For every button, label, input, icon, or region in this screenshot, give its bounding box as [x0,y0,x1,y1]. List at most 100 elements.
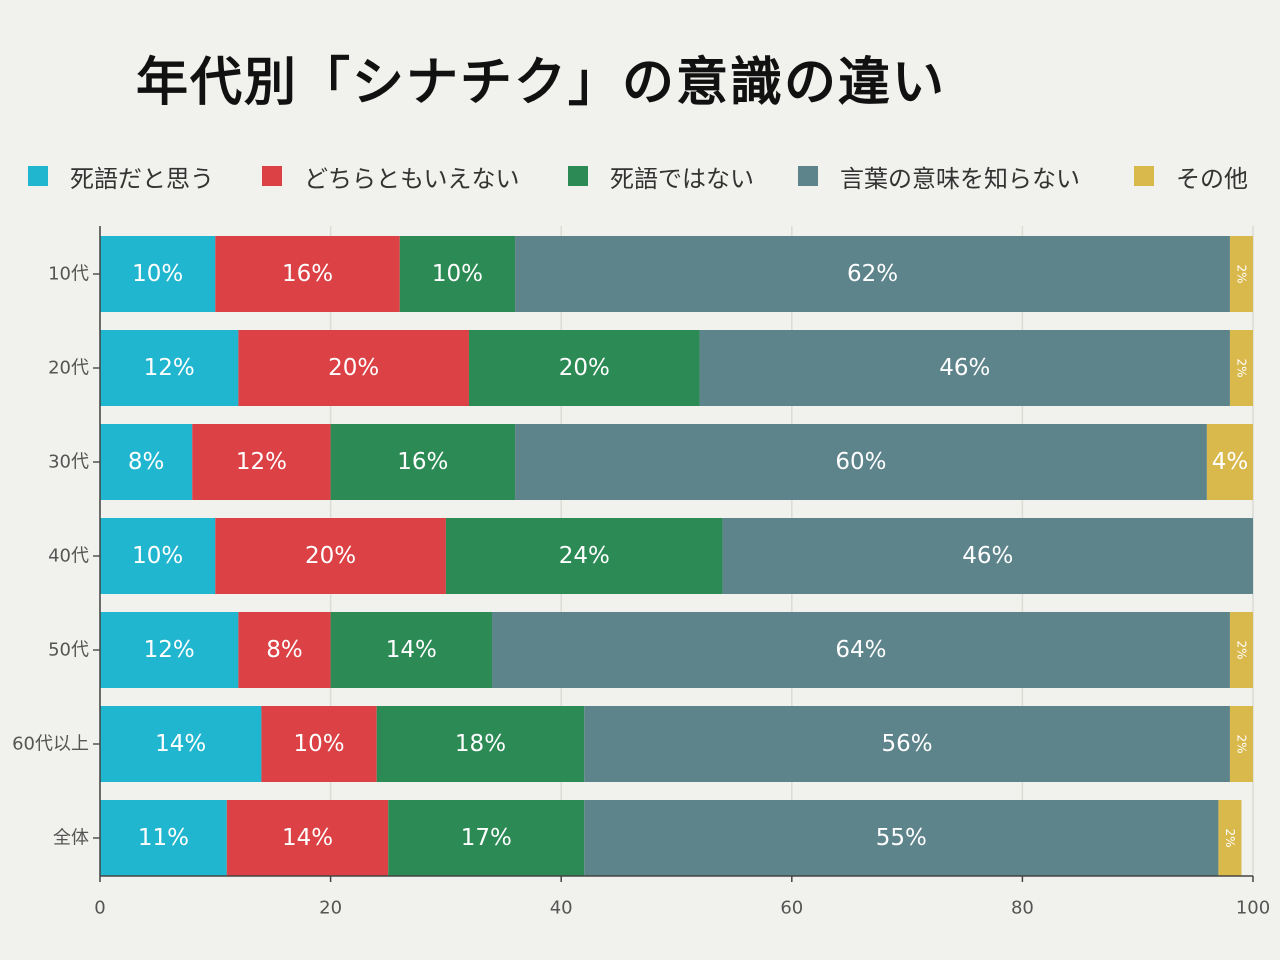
bar-seg-4-4 [1229,612,1253,688]
legend-label-not-shigo: 死語ではない [610,164,754,193]
bar-value-label-1-3: 46% [939,355,990,381]
y-tick-label-0: 10代 [48,264,89,285]
legend-swatch-not-shigo [568,166,588,186]
legend-label-shigo: 死語だと思う [70,164,214,193]
bar-seg-6-2 [388,800,585,876]
bar-seg-4-2 [330,612,493,688]
x-tick-label-0: 0 [94,898,105,919]
bar-seg-4-0 [100,612,239,688]
bar-value-label-2-4: 4% [1212,449,1249,475]
legend-item-dochira: どちらともいえない [262,156,520,196]
bar-seg-6-3 [584,800,1219,876]
bar-value-label-3-2: 24% [559,543,610,569]
bar-value-label-5-4: 2% [1234,734,1248,753]
bar-value-label-2-3: 60% [835,449,886,475]
legend-label-other: その他 [1176,164,1248,193]
bar-seg-0-1 [215,236,400,312]
bar-value-label-4-0: 12% [144,637,195,663]
bar-seg-3-0 [100,518,216,594]
bar-seg-4-3 [492,612,1230,688]
bar-value-label-4-3: 64% [835,637,886,663]
legend-swatch-dochira [262,166,282,186]
legend-label-unknown: 言葉の意味を知らない [840,164,1080,193]
bar-value-label-6-3: 55% [876,825,927,851]
bar-seg-0-3 [515,236,1230,312]
bar-seg-2-0 [100,424,193,500]
bar-seg-2-1 [192,424,331,500]
y-tick-label-5: 60代以上 [12,734,89,755]
bar-seg-1-1 [238,330,469,406]
bar-seg-3-2 [445,518,723,594]
bar-seg-3-3 [722,518,1253,594]
bar-value-label-5-2: 18% [455,731,506,757]
bar-value-label-6-0: 11% [138,825,189,851]
bar-value-label-0-1: 16% [282,261,333,287]
legend-item-other: その他 [1134,156,1248,196]
bar-seg-5-3 [584,706,1230,782]
bar-value-label-1-2: 20% [559,355,610,381]
bar-seg-0-2 [399,236,516,312]
bar-seg-5-0 [100,706,262,782]
x-tick-label-60: 60 [780,898,803,919]
bar-seg-1-0 [100,330,239,406]
bar-seg-1-2 [468,330,700,406]
y-tick-label-3: 40代 [48,546,89,567]
x-tick-label-80: 80 [1011,898,1034,919]
bar-value-label-2-0: 8% [128,449,165,475]
legend-swatch-unknown [798,166,818,186]
legend-swatch-other [1134,166,1154,186]
y-tick-label-1: 20代 [48,358,89,379]
bar-value-label-2-2: 16% [397,449,448,475]
bar-seg-6-1 [226,800,389,876]
legend-item-not-shigo: 死語ではない [568,156,754,196]
bar-value-label-0-4: 2% [1234,264,1248,283]
bar-seg-5-1 [261,706,377,782]
y-tick-label-2: 30代 [48,452,89,473]
bar-value-label-4-1: 8% [266,637,303,663]
bar-value-label-6-1: 14% [282,825,333,851]
bar-value-label-4-4: 2% [1234,640,1248,659]
legend-swatch-shigo [28,166,48,186]
bar-seg-6-4 [1218,800,1242,876]
bar-value-label-2-1: 12% [236,449,287,475]
legend-item-shigo: 死語だと思う [28,156,214,196]
bar-value-label-3-3: 46% [962,543,1013,569]
bar-value-label-6-2: 17% [461,825,512,851]
bar-seg-4-1 [238,612,331,688]
bar-value-label-0-0: 10% [132,261,183,287]
bar-value-label-5-3: 56% [882,731,933,757]
bar-value-label-1-1: 20% [328,355,379,381]
y-tick-label-4: 50代 [48,640,89,661]
bar-value-label-4-2: 14% [386,637,437,663]
chart-title: 年代別「シナチク」の意識の違い [136,53,947,113]
bar-seg-2-3 [515,424,1207,500]
bar-value-label-0-3: 62% [847,261,898,287]
bar-value-label-5-0: 14% [155,731,206,757]
bar-value-label-0-2: 10% [432,261,483,287]
bar-value-label-3-0: 10% [132,543,183,569]
bar-value-label-3-1: 20% [305,543,356,569]
x-tick-label-20: 20 [319,898,342,919]
bar-seg-1-3 [699,330,1230,406]
bar-seg-0-4 [1229,236,1253,312]
bar-seg-5-4 [1229,706,1253,782]
legend-label-dochira: どちらともいえない [304,164,520,193]
bar-value-label-1-0: 12% [144,355,195,381]
legend-item-unknown: 言葉の意味を知らない [798,156,1080,196]
y-tick-label-6: 全体 [53,828,89,849]
bar-value-label-6-4: 2% [1223,828,1237,847]
bar-seg-2-2 [330,424,516,500]
bar-seg-5-2 [376,706,585,782]
bar-seg-3-1 [215,518,446,594]
bar-seg-2-4 [1206,424,1253,500]
x-tick-label-100: 100 [1236,898,1270,919]
bar-value-label-1-4: 2% [1234,358,1248,377]
bar-seg-1-4 [1229,330,1253,406]
bar-seg-0-0 [100,236,216,312]
chart-legend: 死語だと思う どちらともいえない 死語ではない 言葉の意味を知らない その他 [28,156,1268,196]
bar-seg-6-0 [100,800,227,876]
bar-value-label-5-1: 10% [294,731,345,757]
x-tick-label-40: 40 [550,898,573,919]
